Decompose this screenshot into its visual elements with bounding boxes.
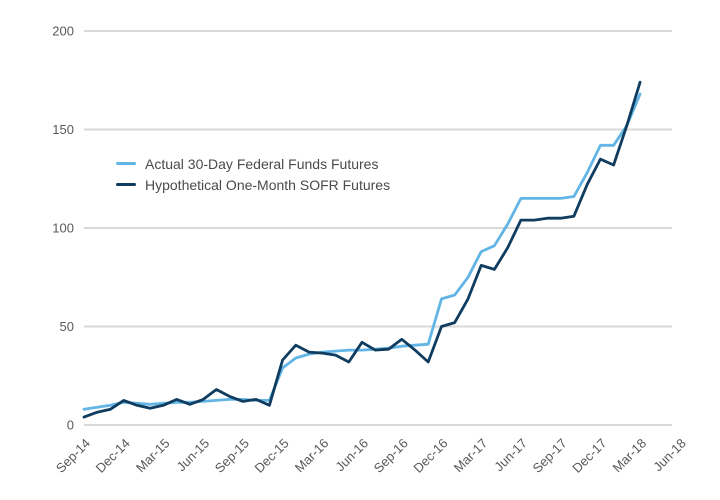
- y-axis-label: 150: [52, 122, 74, 137]
- x-axis-label: Dec-15: [251, 436, 291, 476]
- legend: Actual 30-Day Federal Funds Futures Hypot…: [116, 153, 390, 195]
- x-axis-label: Mar-17: [451, 436, 491, 476]
- x-axis-label: Mar-18: [609, 436, 649, 476]
- x-axis-label: Dec-17: [569, 436, 609, 476]
- legend-line-swatch-icon: [116, 183, 136, 186]
- gridlines: [84, 30, 672, 426]
- series-lines: [82, 80, 642, 419]
- x-axis-label: Sep-17: [530, 436, 570, 476]
- legend-label: Hypothetical One-Month SOFR Futures: [145, 176, 391, 193]
- x-axis-label: Jun-17: [491, 436, 530, 475]
- series-line-fed-funds: [82, 92, 642, 411]
- x-axis-label: Jun-18: [650, 436, 689, 475]
- x-axis-label: Sep-16: [371, 436, 411, 476]
- legend-label: Actual 30-Day Federal Funds Futures: [145, 155, 379, 172]
- x-axis-labels: Sep-14 Dec-14 Mar-15 Jun-15 Sep-15 Dec-15 Mar-…: [53, 436, 689, 476]
- legend-line-swatch-icon: [116, 162, 136, 165]
- y-axis-label: 50: [60, 319, 74, 334]
- y-axis-label: 200: [52, 24, 74, 39]
- x-axis-label: Mar-16: [292, 436, 332, 476]
- x-axis-label: Dec-16: [410, 436, 450, 476]
- y-axis-label: 100: [52, 221, 74, 236]
- y-axis-labels: 0 50 100 150 200: [52, 24, 74, 433]
- series-line-sofr: [82, 80, 642, 419]
- y-axis-label: 0: [67, 418, 74, 433]
- legend-item: Actual 30-Day Federal Funds Futures: [116, 153, 390, 174]
- x-axis-label: Sep-15: [212, 436, 252, 476]
- x-axis-label: Dec-14: [93, 436, 133, 476]
- legend-item: Hypothetical One-Month SOFR Futures: [116, 174, 390, 195]
- x-axis-label: Mar-15: [133, 436, 173, 476]
- x-axis-label: Jun-16: [332, 436, 371, 475]
- x-axis-label: Sep-14: [53, 436, 93, 476]
- x-axis-label: Jun-15: [174, 436, 213, 475]
